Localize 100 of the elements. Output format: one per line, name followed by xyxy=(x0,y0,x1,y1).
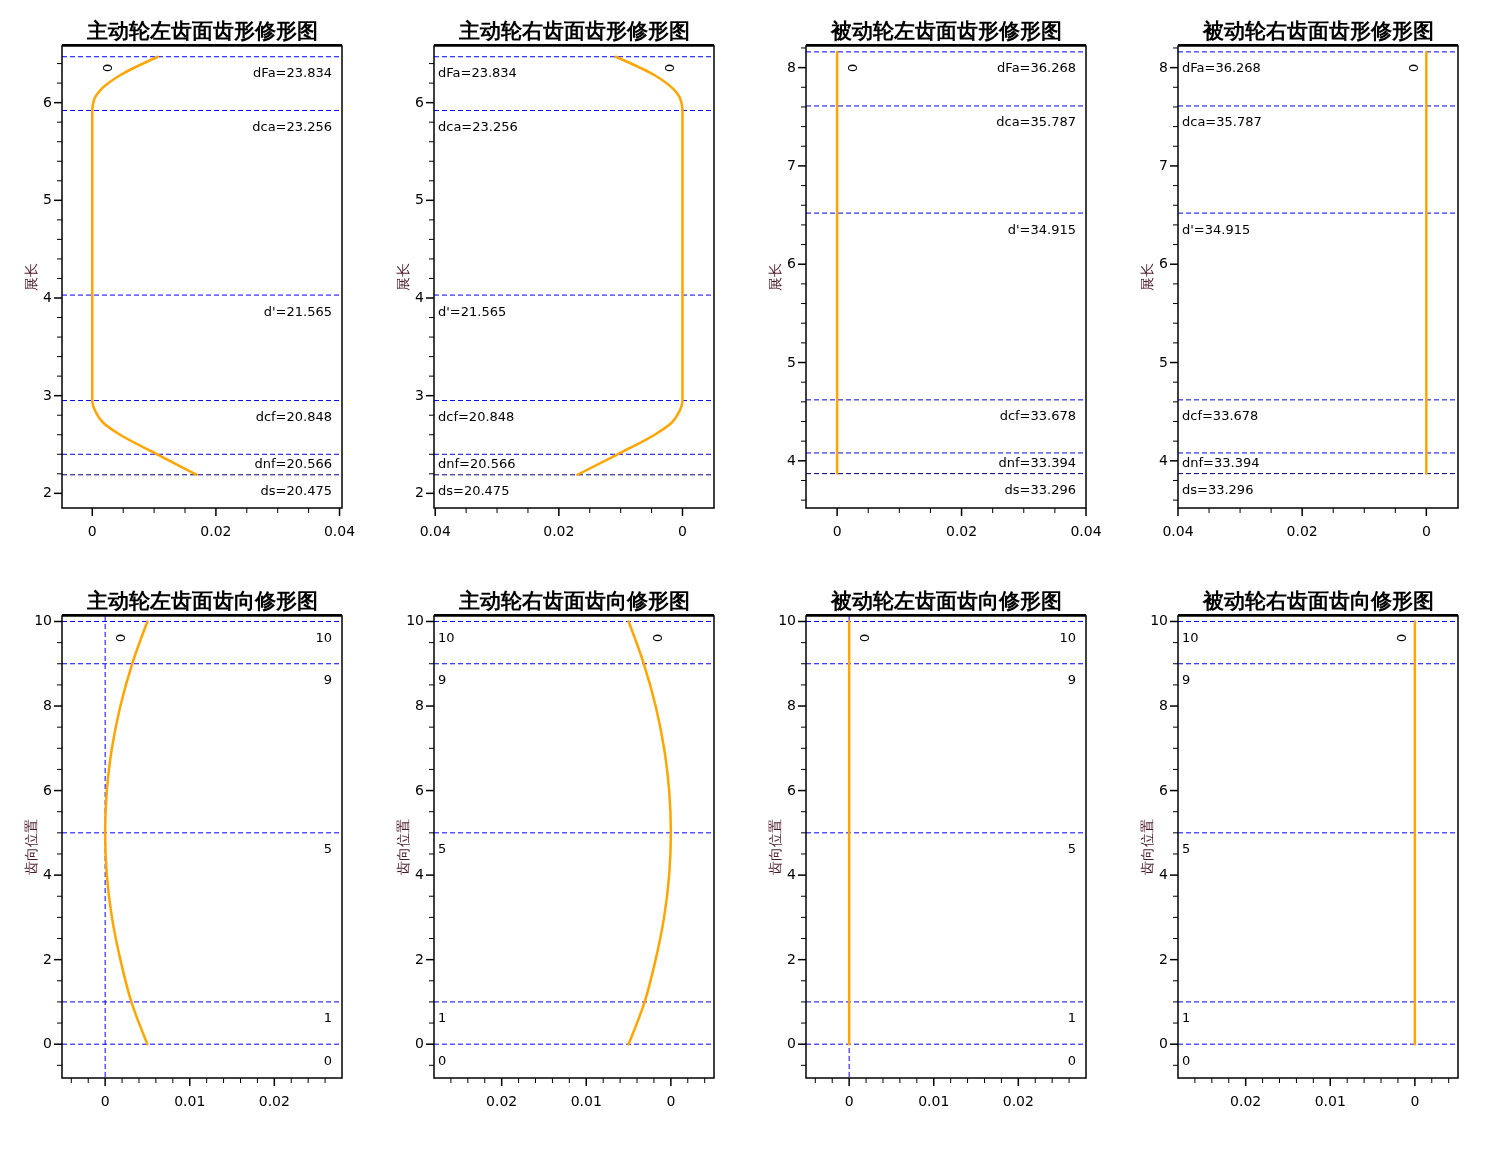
annotation: 0 xyxy=(99,63,115,73)
annotation: dFa=36.268 xyxy=(1182,60,1261,76)
annotation: d'=34.915 xyxy=(1182,221,1251,237)
y-tick-label: 6 xyxy=(415,93,425,110)
chart-title: 被动轮左齿面齿形修形图 xyxy=(829,19,1062,43)
y-tick-label: 6 xyxy=(1159,781,1169,798)
annotation: ds=33.296 xyxy=(1182,482,1254,498)
annotation: 0 xyxy=(661,63,677,73)
y-tick-label: 0 xyxy=(43,1035,52,1052)
y-tick-label: 10 xyxy=(1150,612,1168,629)
y-axis-title: 齿向位置 xyxy=(1139,819,1155,875)
y-tick-label: 4 xyxy=(1159,866,1169,883)
x-tick-label: 0 xyxy=(832,523,842,539)
ref-line-label: 5 xyxy=(1182,841,1191,857)
x-tick-label: 0.02 xyxy=(1286,523,1318,539)
ref-line-label: 0 xyxy=(1182,1052,1191,1068)
y-tick-label: 7 xyxy=(1159,156,1168,173)
annotation: dcf=20.848 xyxy=(438,409,515,425)
annotation: dca=23.256 xyxy=(438,118,518,134)
annotation: dnf=33.394 xyxy=(1182,454,1260,470)
annotation: dnf=20.566 xyxy=(254,456,332,472)
annotation: 0 xyxy=(1394,633,1410,643)
y-tick-label: 8 xyxy=(415,697,424,714)
ref-line-label: 1 xyxy=(1067,1010,1076,1026)
x-tick-label: 0.01 xyxy=(570,1093,602,1109)
ref-line-label: 5 xyxy=(1067,841,1076,857)
annotation: 0 xyxy=(856,633,872,643)
x-tick-label: 0 xyxy=(678,523,687,539)
x-tick-label: 0 xyxy=(1410,1093,1420,1109)
ref-line-label: 0 xyxy=(323,1052,332,1068)
y-tick-label: 6 xyxy=(787,255,797,272)
y-axis-title: 展长 xyxy=(395,263,411,291)
ref-line-label: 0 xyxy=(1067,1052,1076,1068)
y-tick-label: 4 xyxy=(787,451,797,468)
annotation: 0 xyxy=(650,633,666,643)
chart-title: 被动轮右齿面齿形修形图 xyxy=(1201,19,1434,43)
y-tick-label: 0 xyxy=(1159,1035,1168,1052)
y-tick-label: 2 xyxy=(43,950,52,967)
x-tick-label: 0.02 xyxy=(200,523,232,539)
x-tick-label: 0.02 xyxy=(258,1093,290,1109)
y-tick-label: 4 xyxy=(415,289,425,305)
y-tick-label: 3 xyxy=(415,386,424,403)
y-axis-title: 展长 xyxy=(767,263,783,291)
y-tick-label: 2 xyxy=(415,484,424,501)
y-tick-label: 10 xyxy=(34,612,52,629)
annotation: dFa=23.834 xyxy=(438,65,517,81)
chart-title: 主动轮右齿面齿向修形图 xyxy=(457,589,690,613)
y-axis-title: 齿向位置 xyxy=(395,819,411,875)
y-tick-label: 6 xyxy=(43,93,53,110)
ref-line-label: 9 xyxy=(323,672,332,688)
y-tick-label: 2 xyxy=(787,950,796,967)
x-tick-label: 0 xyxy=(100,1093,110,1109)
ref-line-label: 5 xyxy=(438,841,447,857)
y-tick-label: 8 xyxy=(1159,697,1168,714)
annotation: dcf=33.678 xyxy=(1182,408,1259,424)
y-tick-label: 8 xyxy=(787,58,796,75)
ref-line-label: 10 xyxy=(1059,629,1076,645)
x-tick-label: 0.04 xyxy=(1162,523,1194,539)
chart-title: 被动轮左齿面齿向修形图 xyxy=(829,589,1062,613)
x-tick-label: 0.01 xyxy=(174,1093,206,1109)
ref-line-label: 10 xyxy=(438,629,455,645)
y-tick-label: 10 xyxy=(406,612,424,629)
y-tick-label: 4 xyxy=(787,866,797,883)
x-tick-label: 0.04 xyxy=(323,523,356,539)
x-tick-label: 0.01 xyxy=(918,1093,950,1109)
annotation: dca=35.787 xyxy=(996,114,1076,130)
y-tick-label: 8 xyxy=(43,697,52,714)
chart-title: 主动轮右齿面齿形修形图 xyxy=(457,19,690,43)
y-tick-label: 7 xyxy=(787,156,796,173)
y-axis-title: 展长 xyxy=(1139,263,1155,291)
y-tick-label: 6 xyxy=(787,781,797,798)
y-tick-label: 2 xyxy=(1159,950,1168,967)
x-tick-label: 0.01 xyxy=(1314,1093,1346,1109)
y-tick-label: 2 xyxy=(43,484,52,501)
x-tick-label: 0.02 xyxy=(1002,1093,1034,1109)
y-tick-label: 6 xyxy=(1159,255,1169,272)
x-tick-label: 0 xyxy=(844,1093,854,1109)
y-axis-title: 展长 xyxy=(23,263,39,291)
annotation: ds=20.475 xyxy=(438,482,510,498)
chart-title: 主动轮左齿面齿向修形图 xyxy=(85,589,318,613)
y-tick-label: 8 xyxy=(787,697,796,714)
y-axis-title: 齿向位置 xyxy=(23,819,39,875)
ref-line-label: 0 xyxy=(438,1052,447,1068)
annotation: dcf=33.678 xyxy=(999,408,1076,424)
y-tick-label: 5 xyxy=(1159,353,1168,370)
y-tick-label: 5 xyxy=(415,191,424,208)
annotation: 0 xyxy=(1405,63,1421,73)
y-tick-label: 0 xyxy=(787,1035,796,1052)
y-tick-label: 4 xyxy=(43,289,53,305)
ref-line-label: 5 xyxy=(323,841,332,857)
x-tick-label: 0 xyxy=(1421,523,1431,539)
chart-title: 被动轮右齿面齿向修形图 xyxy=(1201,589,1434,613)
y-axis-title: 齿向位置 xyxy=(767,819,783,875)
y-tick-label: 5 xyxy=(787,353,796,370)
annotation: dca=23.256 xyxy=(252,118,332,134)
y-tick-label: 6 xyxy=(43,781,53,798)
annotation: dnf=20.566 xyxy=(438,456,516,472)
y-tick-label: 2 xyxy=(415,950,424,967)
annotation: 0 xyxy=(112,633,128,643)
annotation: dFa=36.268 xyxy=(997,60,1076,76)
